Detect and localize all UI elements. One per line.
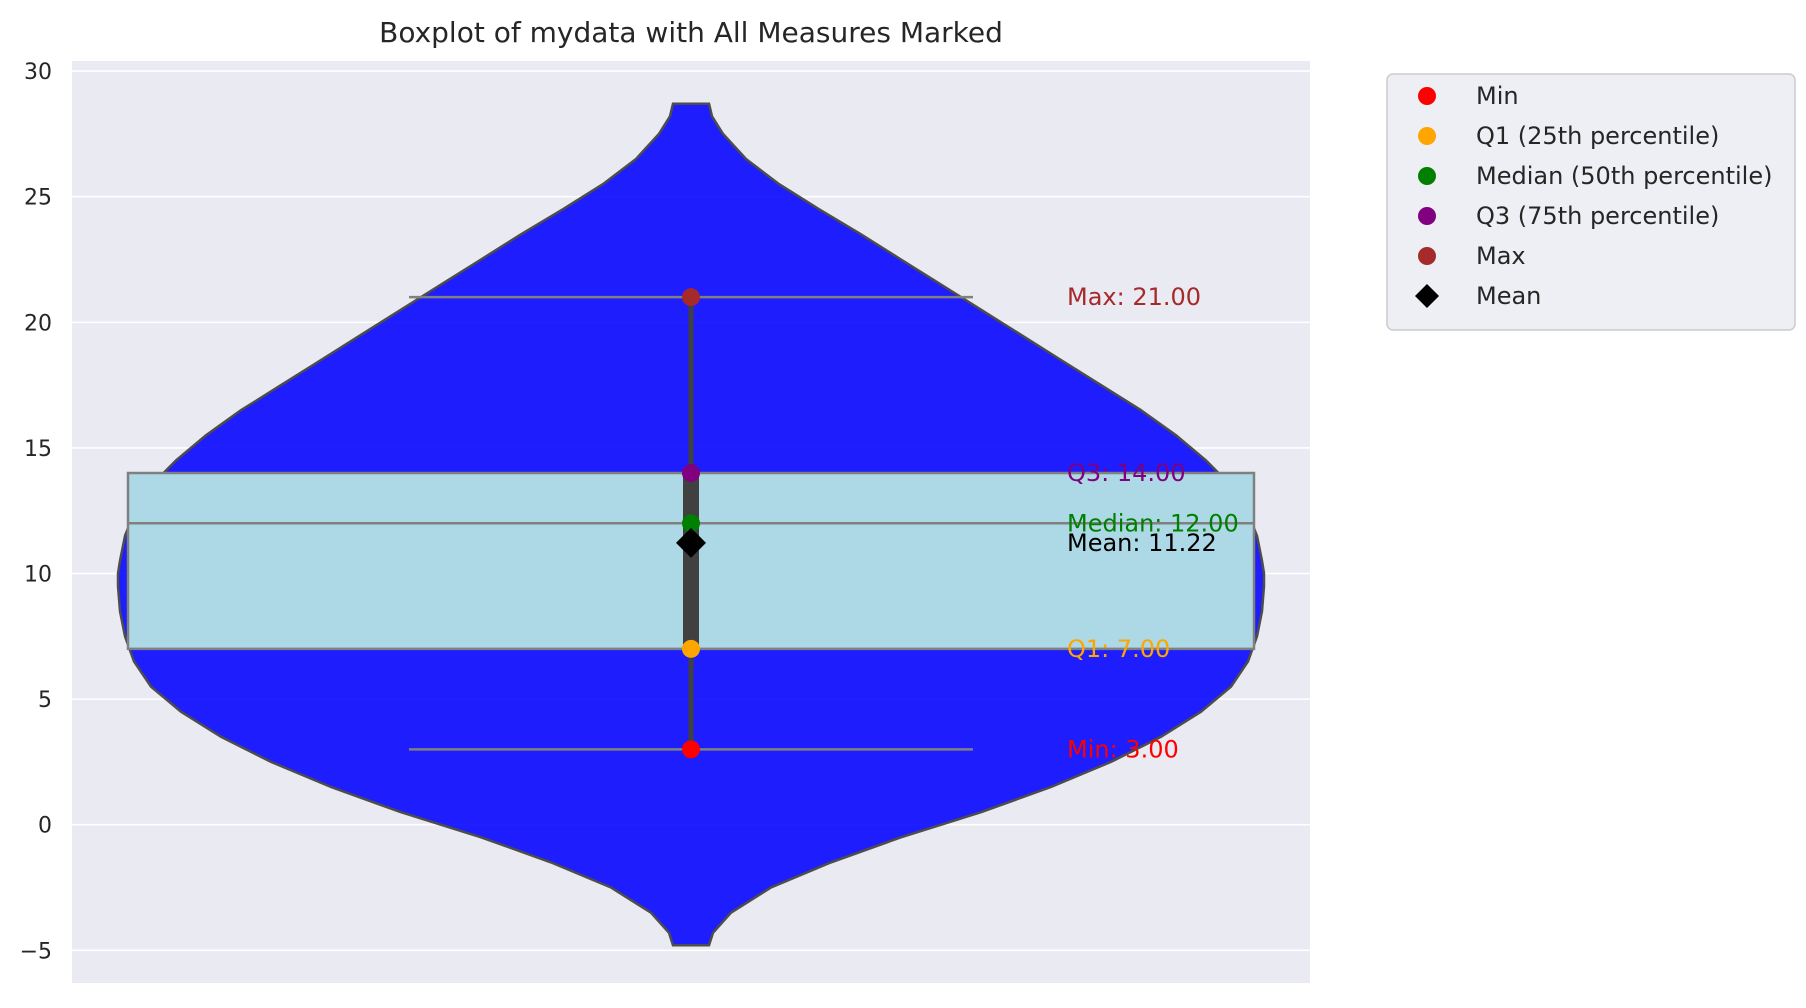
y-tick-label: 20 [24, 311, 52, 336]
legend-median-marker [1418, 167, 1436, 185]
markers [676, 288, 706, 759]
median-marker [682, 514, 700, 533]
y-tick-label: 15 [24, 437, 52, 462]
min-annotation: Min: 3.00 [1067, 735, 1179, 763]
legend-mean-label: Mean [1476, 282, 1541, 310]
median-annotation: Median: 12.00 [1067, 509, 1239, 537]
y-tick-label: 25 [24, 186, 52, 211]
q3-annotation: Q3: 14.00 [1067, 459, 1186, 487]
q3-marker [682, 464, 700, 483]
max-marker [682, 288, 700, 307]
mean-marker [676, 527, 706, 558]
mean-annotation: Mean: 11.22 [1067, 529, 1217, 557]
legend-q1-marker [1418, 127, 1436, 145]
legend: Min Q1 (25th percentile) Median (50th perc… [1386, 73, 1796, 331]
legend-q1-label: Q1 (25th percentile) [1476, 122, 1719, 150]
y-tick-label: 0 [38, 814, 52, 839]
legend-mean-marker [1415, 284, 1439, 308]
y-tick-label: −5 [20, 939, 52, 964]
y-tick-label: 10 [24, 563, 52, 588]
legend-median-label: Median (50th percentile) [1476, 162, 1772, 190]
legend-min-label: Min [1476, 82, 1519, 110]
max-annotation: Max: 21.00 [1067, 283, 1201, 311]
chart-title: Boxplot of mydata with All Measures Mark… [379, 16, 1003, 49]
legend-max-marker [1418, 247, 1436, 265]
min-marker [682, 740, 700, 759]
y-axis-ticks: −5 0 5 10 15 20 25 30 [20, 60, 52, 964]
annotations: Min: 3.00 Q1: 7.00 Median: 12.00 Q3: 14.00 M… [1067, 283, 1239, 763]
legend-frame [1386, 73, 1796, 331]
q1-annotation: Q1: 7.00 [1067, 635, 1170, 663]
inner-box [683, 473, 699, 649]
q1-marker [682, 639, 700, 658]
legend-min-marker [1418, 87, 1436, 105]
legend-q3-marker [1418, 207, 1436, 225]
y-tick-label: 5 [38, 688, 52, 713]
legend-max-label: Max [1476, 242, 1526, 270]
y-tick-label: 30 [24, 60, 52, 85]
legend-q3-label: Q3 (75th percentile) [1476, 202, 1719, 230]
